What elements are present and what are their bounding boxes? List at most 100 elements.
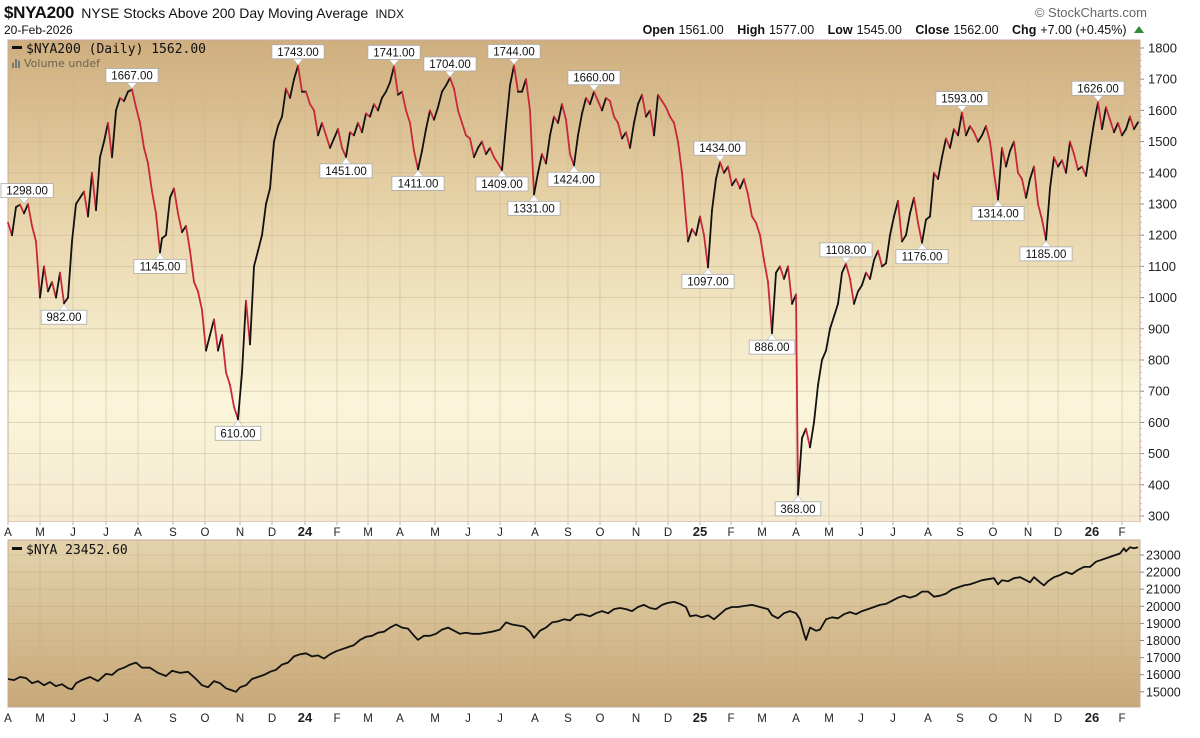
svg-text:1451.00: 1451.00 xyxy=(325,166,367,178)
svg-text:J: J xyxy=(497,527,503,539)
svg-text:400: 400 xyxy=(1148,477,1170,492)
svg-text:24: 24 xyxy=(298,524,313,539)
svg-text:1500: 1500 xyxy=(1148,134,1177,149)
svg-text:N: N xyxy=(1024,713,1032,725)
svg-text:16000: 16000 xyxy=(1146,668,1181,682)
nya-line xyxy=(7,546,1139,693)
svg-text:J: J xyxy=(70,713,76,725)
up-arrow-icon xyxy=(1134,26,1144,33)
svg-text:M: M xyxy=(757,527,767,539)
svg-text:1593.00: 1593.00 xyxy=(941,94,983,106)
svg-text:A: A xyxy=(792,713,800,725)
svg-text:1743.00: 1743.00 xyxy=(277,47,319,59)
volume-legend-text: Volume undef xyxy=(24,57,100,70)
svg-text:1667.00: 1667.00 xyxy=(111,70,153,82)
svg-text:300: 300 xyxy=(1148,509,1170,524)
svg-text:J: J xyxy=(103,527,109,539)
svg-text:1185.00: 1185.00 xyxy=(1026,249,1067,261)
svg-text:1800: 1800 xyxy=(1148,41,1177,56)
svg-text:D: D xyxy=(664,713,672,725)
svg-text:982.00: 982.00 xyxy=(46,312,81,324)
svg-text:M: M xyxy=(35,713,45,725)
svg-text:17000: 17000 xyxy=(1146,651,1181,665)
svg-text:15000: 15000 xyxy=(1146,685,1181,699)
svg-text:F: F xyxy=(727,713,734,725)
svg-text:S: S xyxy=(956,713,964,725)
svg-text:22000: 22000 xyxy=(1146,566,1181,580)
brand-link[interactable]: © StockCharts.com xyxy=(1034,5,1147,20)
high-value: 1577.00 xyxy=(768,23,815,37)
chart-date: 20-Feb-2026 xyxy=(4,23,73,37)
svg-text:M: M xyxy=(430,713,440,725)
svg-text:F: F xyxy=(1118,713,1125,725)
symbol: $NYA200 xyxy=(4,3,75,22)
svg-text:J: J xyxy=(890,527,896,539)
lower-legend-text: $NYA 23452.60 xyxy=(26,543,128,558)
upper-x-axis: A M J J A S O N D 24 F M A M J J A S O N D 25 F M A M J J A S O N D 26 F xyxy=(4,522,1126,539)
svg-text:1434.00: 1434.00 xyxy=(699,143,741,155)
svg-text:A: A xyxy=(134,527,142,539)
upper-legend: $NYA200 (Daily) 1562.00 xyxy=(12,42,206,57)
svg-text:M: M xyxy=(824,713,834,725)
svg-text:J: J xyxy=(465,713,471,725)
svg-text:N: N xyxy=(236,713,244,725)
svg-text:1411.00: 1411.00 xyxy=(398,178,439,190)
nya200-line xyxy=(7,64,1139,496)
svg-text:1100: 1100 xyxy=(1148,259,1176,274)
svg-text:610.00: 610.00 xyxy=(220,428,255,440)
svg-text:O: O xyxy=(989,713,998,725)
svg-text:M: M xyxy=(363,713,373,725)
close-value: 1562.00 xyxy=(953,23,999,37)
chg-label: Chg xyxy=(1012,23,1037,37)
svg-text:1744.00: 1744.00 xyxy=(493,46,535,58)
line-swatch-icon xyxy=(12,547,22,550)
chg-value: +7.00 (+0.45%) xyxy=(1040,23,1127,37)
svg-text:20000: 20000 xyxy=(1146,600,1181,614)
svg-text:J: J xyxy=(70,527,76,539)
svg-text:M: M xyxy=(430,527,440,539)
lower-x-axis: A M J J A S O N D 24 F M A M J J A S O N D 25 F M A M J J A S O N D 26 F xyxy=(4,710,1125,725)
svg-text:1331.00: 1331.00 xyxy=(513,203,555,215)
svg-text:A: A xyxy=(924,527,932,539)
svg-text:1176.00: 1176.00 xyxy=(902,252,943,264)
svg-text:900: 900 xyxy=(1148,321,1170,336)
svg-text:S: S xyxy=(169,713,177,725)
open-value: 1561.00 xyxy=(678,23,724,37)
svg-text:26: 26 xyxy=(1085,524,1099,539)
svg-text:O: O xyxy=(596,527,605,539)
svg-text:1741.00: 1741.00 xyxy=(373,47,415,59)
svg-text:M: M xyxy=(35,527,45,539)
svg-text:A: A xyxy=(4,527,12,539)
symbol-name: NYSE Stocks Above 200 Day Moving Average xyxy=(81,5,369,21)
svg-text:M: M xyxy=(363,527,373,539)
svg-text:1400: 1400 xyxy=(1148,165,1177,180)
svg-text:1626.00: 1626.00 xyxy=(1077,83,1119,95)
svg-text:A: A xyxy=(396,713,404,725)
low-value: 1545.00 xyxy=(856,23,902,37)
svg-text:1298.00: 1298.00 xyxy=(6,186,48,198)
svg-text:F: F xyxy=(1118,527,1125,539)
svg-text:1660.00: 1660.00 xyxy=(573,73,615,85)
svg-text:25: 25 xyxy=(693,710,707,725)
svg-text:N: N xyxy=(632,713,640,725)
svg-text:26: 26 xyxy=(1085,710,1099,725)
svg-text:1704.00: 1704.00 xyxy=(429,59,471,71)
svg-text:1108.00: 1108.00 xyxy=(826,245,867,257)
svg-text:A: A xyxy=(4,713,12,725)
svg-text:23000: 23000 xyxy=(1146,549,1181,563)
svg-text:N: N xyxy=(236,527,244,539)
upper-grid xyxy=(7,40,1140,522)
svg-text:A: A xyxy=(531,713,539,725)
svg-text:1409.00: 1409.00 xyxy=(481,179,523,191)
svg-text:886.00: 886.00 xyxy=(754,342,789,354)
svg-text:A: A xyxy=(924,713,932,725)
svg-text:A: A xyxy=(134,713,142,725)
svg-text:1700: 1700 xyxy=(1148,72,1177,87)
svg-text:S: S xyxy=(956,527,964,539)
volume-bars-icon xyxy=(12,59,22,68)
svg-text:F: F xyxy=(333,713,340,725)
svg-text:19000: 19000 xyxy=(1146,617,1181,631)
line-swatch-icon xyxy=(12,46,22,49)
peak-trough-annotations: 1298.00 982.00 1667.00 1145.00 610.00 1743.00… xyxy=(0,44,1125,517)
svg-text:700: 700 xyxy=(1148,384,1170,399)
